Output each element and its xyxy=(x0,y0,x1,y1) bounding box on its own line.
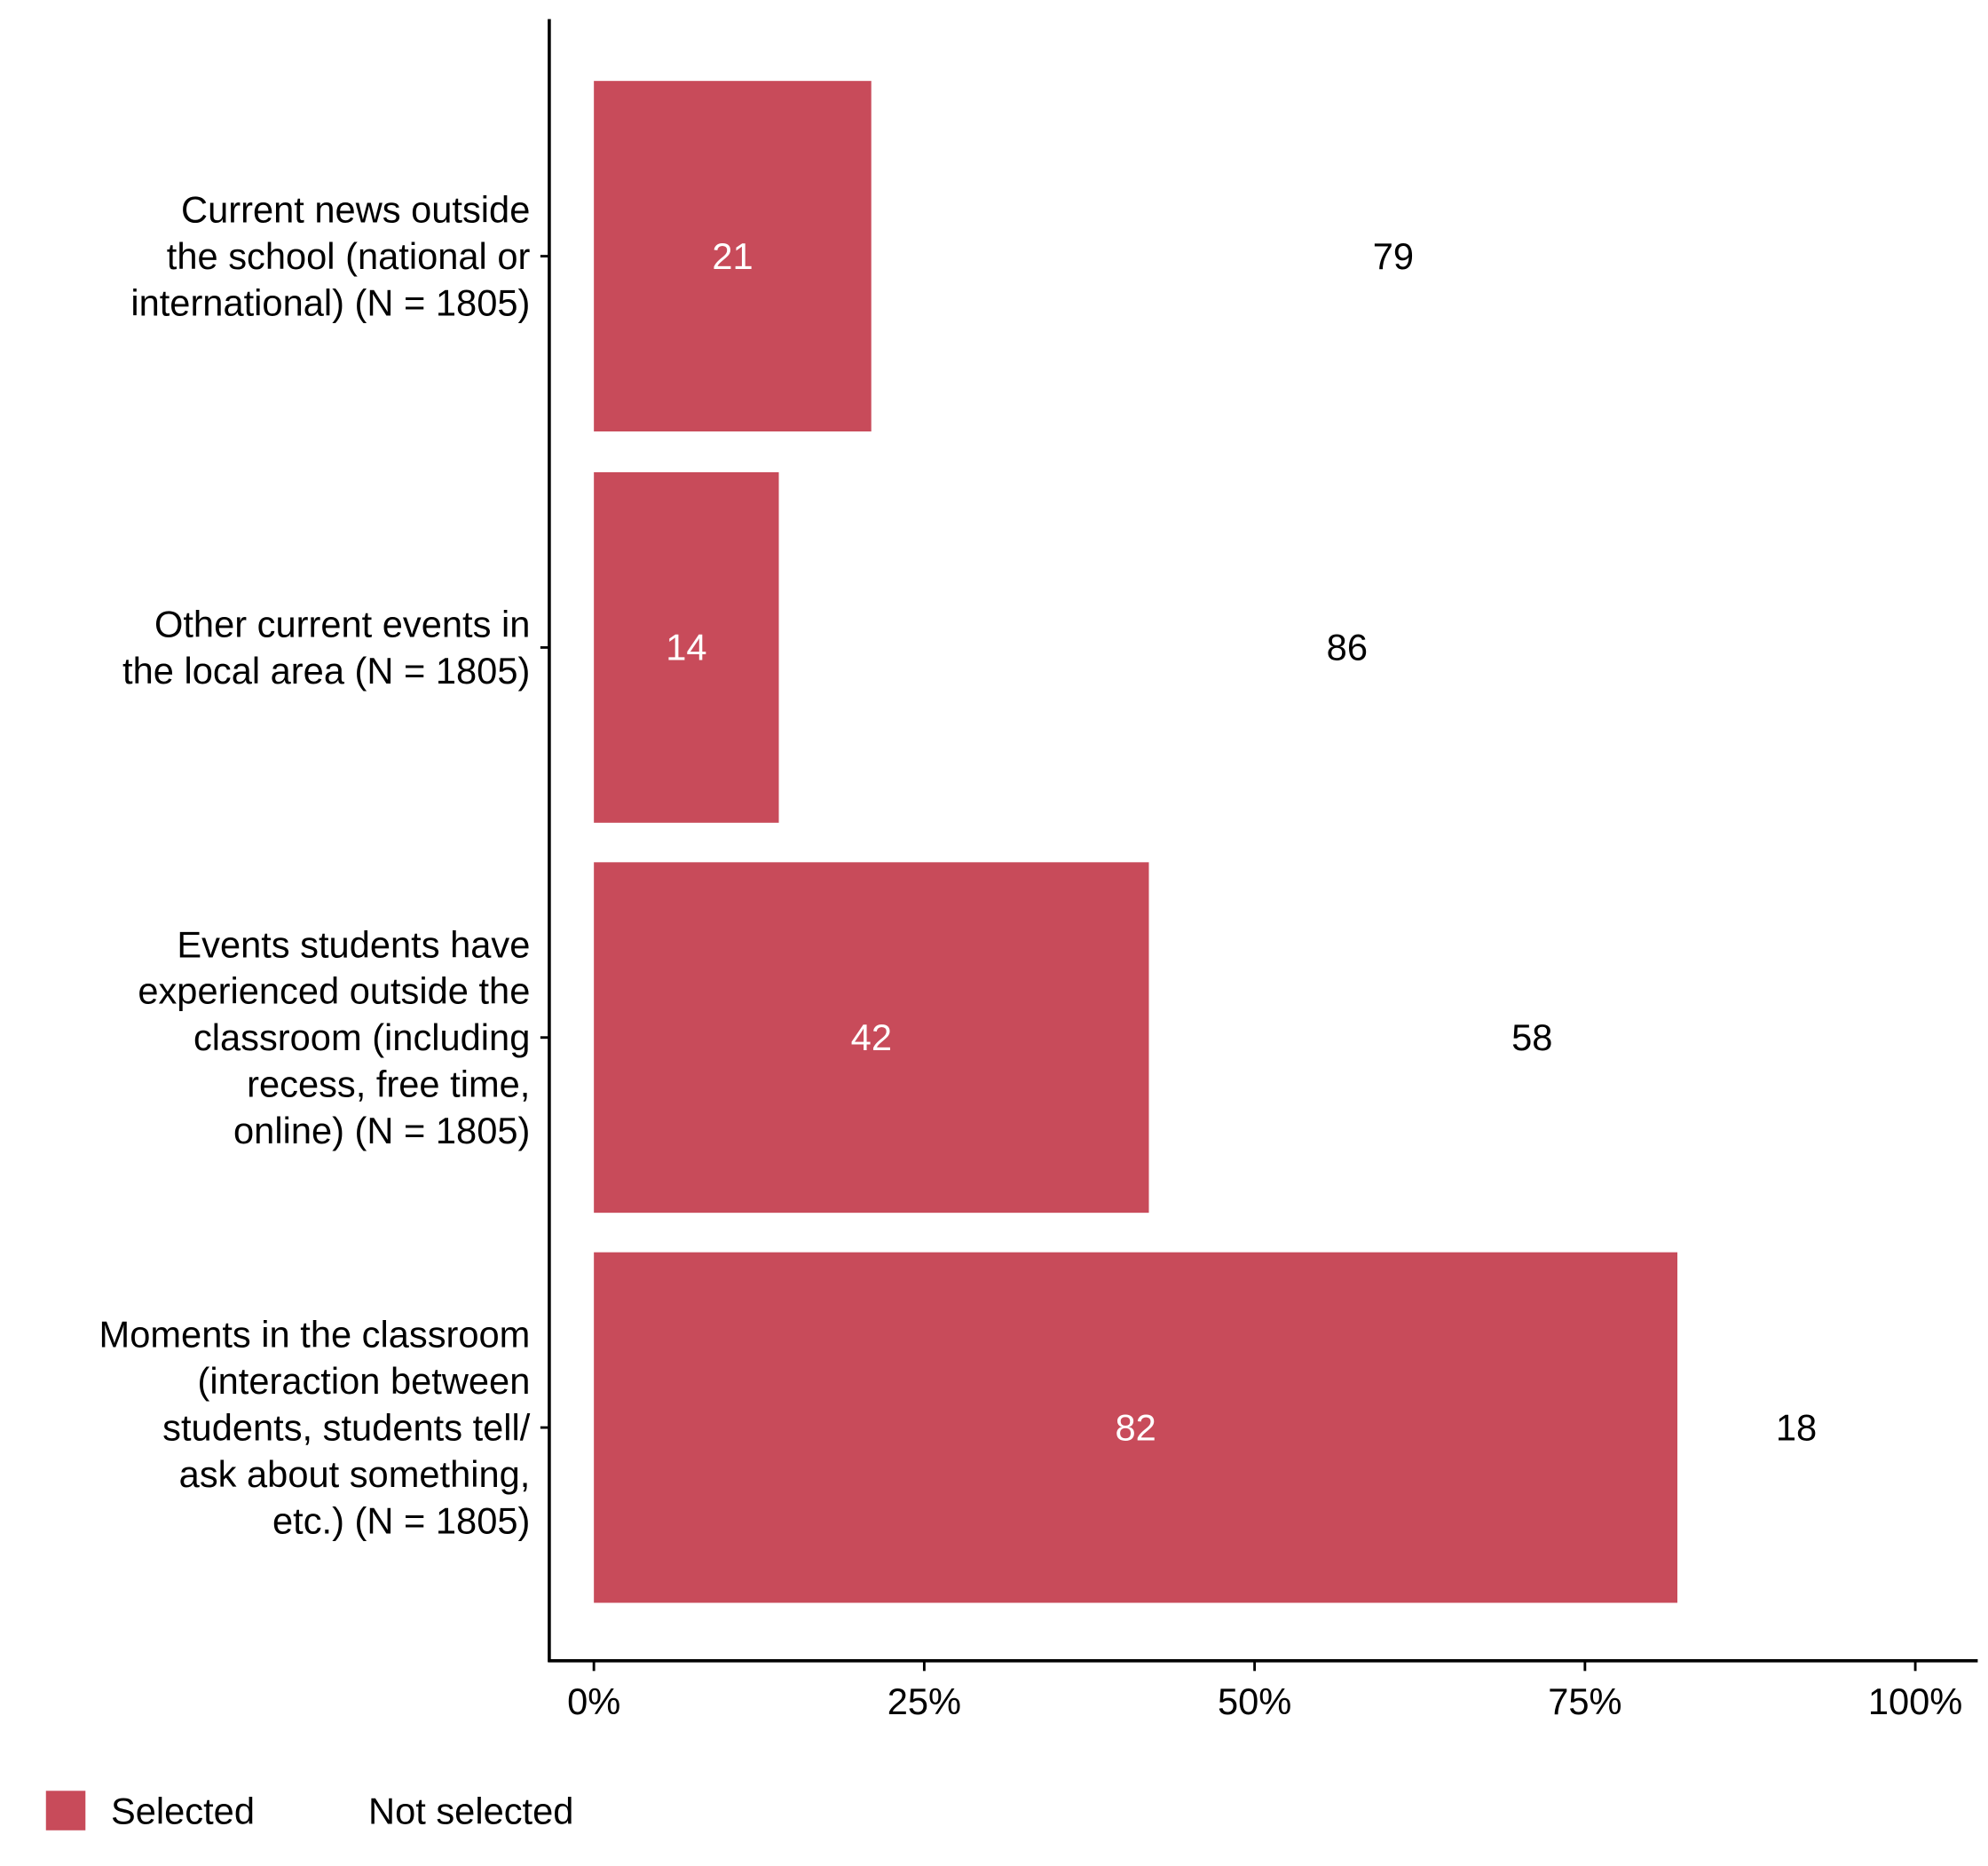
data-label-selected: 42 xyxy=(851,1016,892,1058)
y-tick-label: experienced outside the xyxy=(138,970,530,1012)
x-tick-label: 100% xyxy=(1868,1680,1962,1722)
data-label-selected: 82 xyxy=(1115,1406,1156,1448)
y-tick-label: Moments in the classroom xyxy=(99,1314,531,1356)
y-tick-label: international) (N = 1805) xyxy=(130,281,530,323)
x-tick-label: 75% xyxy=(1548,1680,1621,1722)
y-tick-label: the local area (N = 1805) xyxy=(122,650,530,692)
y-tick-label: Events students have xyxy=(177,923,530,965)
x-tick-label: 0% xyxy=(567,1680,620,1722)
y-tick-label: ask about something, xyxy=(179,1453,531,1495)
data-label-not-selected: 18 xyxy=(1776,1406,1817,1448)
bar-not-selected xyxy=(1677,1252,1916,1603)
data-label-selected: 21 xyxy=(712,235,753,277)
y-tick-label: online) (N = 1805) xyxy=(233,1110,530,1151)
y-tick-label: students, students tell/ xyxy=(162,1406,531,1448)
y-tick-label: Other current events in xyxy=(154,604,530,645)
legend-label-selected: Selected xyxy=(111,1791,255,1832)
x-tick-label: 25% xyxy=(888,1680,961,1722)
legend-swatch-selected xyxy=(45,1791,86,1830)
bar-selected xyxy=(594,81,872,432)
data-label-selected: 14 xyxy=(666,627,706,668)
y-tick-label: recess, free time, xyxy=(247,1063,530,1104)
bar-selected xyxy=(594,471,779,823)
bar-not-selected xyxy=(778,471,1916,823)
data-label-not-selected: 79 xyxy=(1373,235,1414,277)
bar-not-selected xyxy=(1148,862,1916,1214)
x-tick-label: 50% xyxy=(1218,1680,1291,1722)
bar-not-selected xyxy=(871,81,1916,432)
legend-swatch-not-selected xyxy=(303,1791,343,1830)
y-tick-label: etc.) (N = 1805) xyxy=(272,1499,530,1541)
bar-selected xyxy=(594,1252,1678,1603)
legend-label-not-selected: Not selected xyxy=(368,1791,573,1832)
y-tick-label: the school (national or xyxy=(167,235,531,277)
y-tick-label: (interaction between xyxy=(198,1360,531,1402)
y-tick-label: Current news outside xyxy=(181,189,530,231)
y-tick-label: classroom (including xyxy=(193,1016,530,1058)
data-label-not-selected: 86 xyxy=(1327,627,1368,668)
data-label-not-selected: 58 xyxy=(1511,1016,1552,1058)
bar-selected xyxy=(594,862,1149,1214)
